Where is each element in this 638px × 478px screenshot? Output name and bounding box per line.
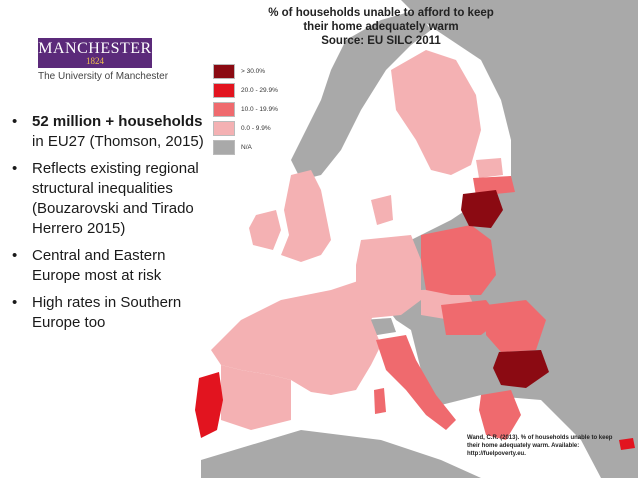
map-title: % of households unable to afford to keep… [181,6,581,48]
legend-label: 0.0 - 9.9% [241,125,271,132]
logo-subtitle: The University of Manchester [38,71,169,82]
legend-item: N/A [213,138,278,157]
map-legend: > 30.0% 20.0 - 29.9% 10.0 - 19.9% 0.0 - … [213,62,278,157]
legend-swatch [213,121,235,136]
legend-swatch [213,64,235,79]
region-low-ireland [249,210,281,250]
bullet-item: • Reflects existing regional structural … [12,159,212,239]
region-low-scandinavia [391,50,481,175]
region-veryhigh-bulgaria [493,350,549,388]
region-veryhigh-lithuania [461,190,503,228]
legend-item: > 30.0% [213,62,278,81]
na-north-africa [201,430,481,478]
bullet-text: in EU27 (Thomson, 2015) [32,133,204,150]
bullet-dot: • [12,160,18,177]
logo-box: MANCHESTER 1824 [38,38,152,68]
legend-label: 20.0 - 29.9% [241,87,278,94]
bullet-dot: • [12,294,18,311]
region-high-portugal [195,372,223,438]
legend-swatch [213,140,235,155]
legend-label: > 30.0% [241,68,266,75]
bullet-dot: • [12,113,18,130]
region-mid-latvia [473,176,515,196]
legend-item: 0.0 - 9.9% [213,119,278,138]
legend-swatch [213,102,235,117]
region-mid-sardinia [374,388,386,414]
region-low-denmark [371,195,393,225]
bullet-dot: • [12,247,18,264]
map-svg [181,0,638,478]
region-mid-italy [376,335,456,430]
na-balkans [431,340,481,395]
legend-label: 10.0 - 19.9% [241,106,278,113]
map-title-line3: Source: EU SILC 2011 [321,35,441,47]
map-citation: Wand, C.R. (2013). % of households unabl… [467,435,613,457]
region-low-uk [281,170,331,262]
bullet-bold-text: 52 million + households [32,113,203,130]
bullet-text: Central and Eastern Europe most at risk [32,247,166,284]
region-high-cyprus [619,438,635,450]
legend-item: 20.0 - 29.9% [213,81,278,100]
na-norway [291,10,431,180]
university-logo: MANCHESTER 1824 The University of Manche… [38,38,168,82]
bullet-text: Reflects existing regional structural in… [32,160,199,237]
legend-item: 10.0 - 19.9% [213,100,278,119]
region-mid-poland [421,225,496,295]
region-mid-romania [486,300,546,352]
legend-swatch [213,83,235,98]
region-low-iceland-spain-interior [221,365,291,430]
map-title-line2: their home adequately warm [303,21,459,33]
region-low-west [211,270,396,395]
map-title-line1: % of households unable to afford to keep [268,7,494,19]
europe-map: % of households unable to afford to keep… [181,0,638,478]
bullet-text: High rates in Southern Europe too [32,294,182,331]
bullet-item: • High rates in Southern Europe too [12,293,212,333]
region-low-estonia [476,158,503,178]
logo-name: MANCHESTER [38,39,152,57]
bullet-list: • 52 million + households in EU27 (Thoms… [12,112,212,340]
logo-year: 1824 [86,55,104,66]
bullet-item: • Central and Eastern Europe most at ris… [12,246,212,286]
bullet-item: • 52 million + households in EU27 (Thoms… [12,112,212,152]
region-low-germany [356,235,421,318]
region-mid-greece [479,390,521,440]
legend-label: N/A [241,144,252,151]
